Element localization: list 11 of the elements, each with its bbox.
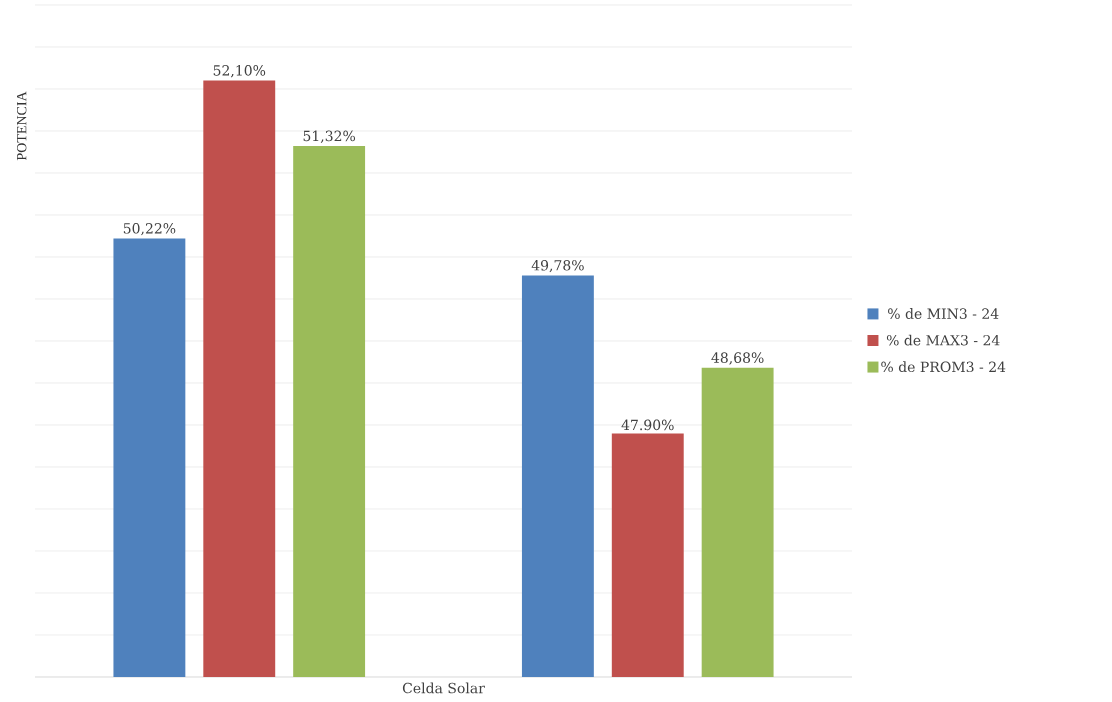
legend-label: % de MIN3 - 24 <box>888 308 999 319</box>
data-label: 50,22% <box>123 223 176 236</box>
data-label: 52,10% <box>213 65 266 78</box>
legend-label: % de MAX3 - 24 <box>886 334 1000 346</box>
x-axis-title: Celda Solar <box>402 682 485 694</box>
data-label: 48,68% <box>711 352 764 365</box>
data-label: 51,32% <box>303 130 356 143</box>
data-label: 47.90% <box>621 419 674 431</box>
data-label: 49,78% <box>531 259 584 273</box>
y-axis-title: POTENCIA <box>16 91 27 161</box>
legend-label: % de PROM3 - 24 <box>881 361 1006 373</box>
